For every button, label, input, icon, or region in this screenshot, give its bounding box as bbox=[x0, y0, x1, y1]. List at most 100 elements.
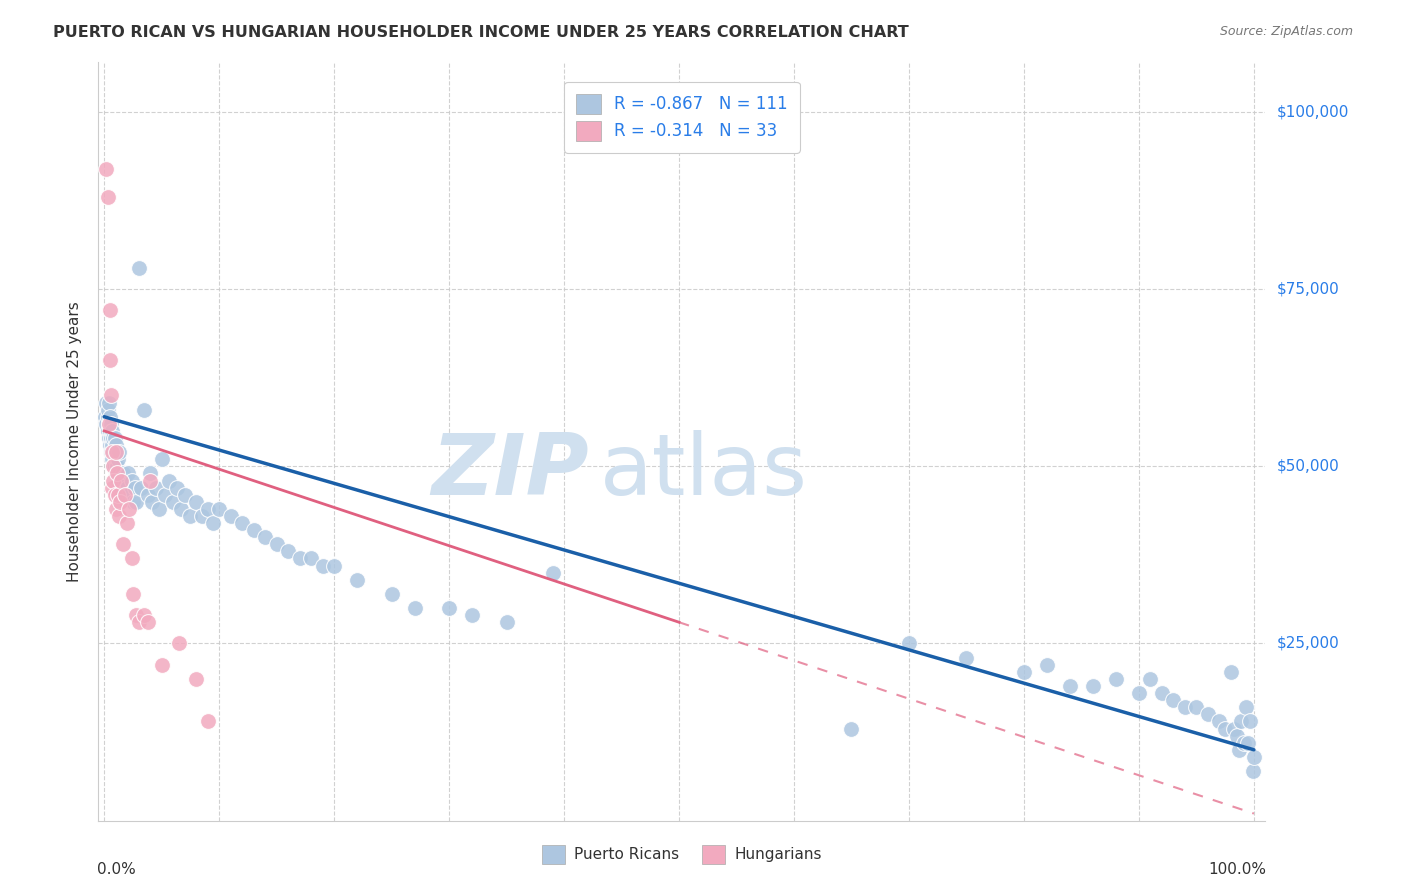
Point bbox=[1213, 722, 1236, 736]
Point bbox=[110, 495, 132, 509]
Point bbox=[105, 445, 128, 459]
Point bbox=[166, 481, 188, 495]
Point bbox=[117, 467, 139, 481]
Point bbox=[110, 481, 132, 495]
Point bbox=[898, 636, 921, 650]
Point bbox=[1128, 686, 1150, 700]
Text: PUERTO RICAN VS HUNGARIAN HOUSEHOLDER INCOME UNDER 25 YEARS CORRELATION CHART: PUERTO RICAN VS HUNGARIAN HOUSEHOLDER IN… bbox=[53, 25, 910, 40]
Point bbox=[108, 508, 131, 523]
Text: $50,000: $50,000 bbox=[1277, 458, 1340, 474]
Point bbox=[103, 431, 125, 445]
Point bbox=[94, 409, 117, 424]
Point bbox=[1243, 750, 1265, 764]
Point bbox=[1237, 736, 1260, 750]
Point bbox=[191, 508, 214, 523]
Point bbox=[103, 474, 125, 488]
Point bbox=[101, 481, 124, 495]
Point bbox=[103, 488, 125, 502]
Point bbox=[1185, 700, 1208, 714]
Point bbox=[110, 474, 132, 488]
Point bbox=[139, 474, 162, 488]
Point bbox=[104, 438, 127, 452]
Point bbox=[841, 722, 863, 736]
Point bbox=[107, 452, 129, 467]
Point bbox=[170, 501, 193, 516]
Point bbox=[101, 452, 124, 467]
Point bbox=[1197, 707, 1219, 722]
Point bbox=[121, 474, 143, 488]
Point bbox=[167, 636, 190, 650]
Text: 0.0%: 0.0% bbox=[97, 863, 136, 878]
Point bbox=[105, 467, 128, 481]
Point bbox=[1081, 679, 1104, 693]
Point bbox=[108, 445, 131, 459]
Point bbox=[288, 551, 311, 566]
Point bbox=[101, 424, 124, 438]
Point bbox=[141, 495, 163, 509]
Point bbox=[122, 587, 145, 601]
Point bbox=[202, 516, 225, 530]
Point bbox=[118, 501, 141, 516]
Point bbox=[104, 501, 127, 516]
Point bbox=[197, 714, 219, 729]
Point bbox=[98, 438, 121, 452]
Point bbox=[100, 431, 122, 445]
Text: atlas: atlas bbox=[600, 430, 808, 514]
Point bbox=[134, 402, 156, 417]
Point bbox=[124, 481, 146, 495]
Point bbox=[136, 615, 159, 630]
Point bbox=[101, 438, 124, 452]
Point bbox=[110, 474, 132, 488]
Point bbox=[153, 488, 176, 502]
Point bbox=[98, 353, 121, 368]
Point bbox=[186, 672, 208, 686]
Point bbox=[111, 537, 134, 551]
Point bbox=[1012, 665, 1035, 679]
Point bbox=[1105, 672, 1128, 686]
Point bbox=[139, 467, 162, 481]
Point bbox=[115, 481, 138, 495]
Point bbox=[197, 501, 219, 516]
Point bbox=[254, 530, 277, 544]
Point bbox=[103, 445, 125, 459]
Point bbox=[150, 452, 173, 467]
Point bbox=[150, 657, 173, 672]
Point bbox=[98, 409, 121, 424]
Point bbox=[104, 452, 127, 467]
Point bbox=[111, 467, 134, 481]
Point bbox=[219, 508, 242, 523]
Point bbox=[136, 488, 159, 502]
Point bbox=[125, 608, 148, 623]
Point bbox=[104, 445, 127, 459]
Point bbox=[955, 650, 977, 665]
Point bbox=[108, 467, 131, 481]
Point bbox=[96, 395, 118, 409]
Point bbox=[173, 488, 195, 502]
Point bbox=[96, 161, 118, 176]
Point bbox=[266, 537, 288, 551]
Text: ZIP: ZIP bbox=[430, 430, 589, 514]
Point bbox=[103, 445, 125, 459]
Point bbox=[1232, 736, 1254, 750]
Point bbox=[97, 190, 120, 204]
Point bbox=[118, 488, 141, 502]
Point bbox=[134, 608, 156, 623]
Point bbox=[186, 495, 208, 509]
Point bbox=[1223, 722, 1246, 736]
Point bbox=[101, 445, 124, 459]
Point bbox=[122, 495, 145, 509]
Text: $25,000: $25,000 bbox=[1277, 636, 1340, 651]
Point bbox=[1036, 657, 1059, 672]
Point bbox=[1163, 693, 1185, 707]
Point bbox=[107, 474, 129, 488]
Point bbox=[179, 508, 201, 523]
Point bbox=[97, 409, 120, 424]
Text: $100,000: $100,000 bbox=[1277, 104, 1348, 120]
Point bbox=[1139, 672, 1161, 686]
Point bbox=[104, 467, 127, 481]
Point bbox=[1208, 714, 1230, 729]
Point bbox=[98, 424, 121, 438]
Point bbox=[98, 303, 121, 318]
Point bbox=[145, 481, 167, 495]
Point bbox=[208, 501, 231, 516]
